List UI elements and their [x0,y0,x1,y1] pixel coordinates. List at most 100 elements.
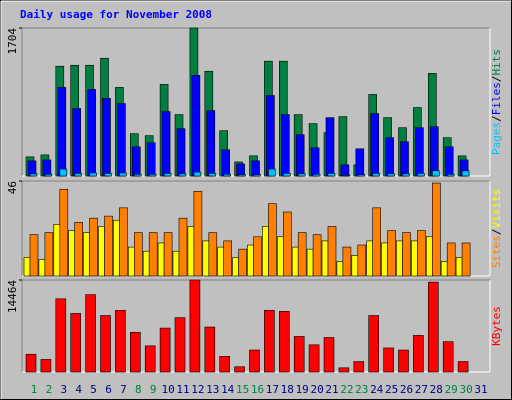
bar [417,173,425,177]
bar [208,173,217,177]
bar [178,173,187,177]
bar [413,335,424,373]
bar [400,141,409,177]
bar [385,137,394,177]
chart-title: Daily usage for November 2008 [20,8,212,21]
x-tick-label: 19 [296,383,309,396]
bar [268,168,276,177]
bar [297,173,306,177]
bar [70,313,81,373]
bar [253,236,262,277]
bar [148,173,157,177]
bar [223,173,231,177]
bar [223,240,232,277]
bar [387,173,395,177]
bar [325,117,335,177]
x-tick-label: 27 [415,383,428,396]
bar [427,281,439,373]
bar [444,146,454,177]
bar [327,226,337,277]
bar [417,230,426,277]
bar [74,173,82,177]
bar [457,361,469,373]
x-tick-label: 13 [206,383,219,396]
x-tick-label: 14 [221,383,235,396]
bar [402,232,411,277]
bar [119,172,127,177]
bar [336,261,344,277]
bar [132,146,141,177]
bar [461,170,470,177]
y-tick-label: 1704 [6,28,19,55]
bar [191,75,201,177]
x-tick-label: 5 [90,383,97,396]
bar [366,240,374,277]
bar [282,173,291,177]
bar [353,361,365,373]
bar [387,230,396,277]
bar [72,108,81,177]
bar [455,257,463,277]
bar [262,226,269,277]
bar [442,341,454,373]
x-tick-label: 28 [430,383,443,396]
bar [134,173,142,177]
legend-entry: Hits [490,49,503,76]
bar [189,279,201,373]
bar [327,173,336,177]
bar [113,219,120,277]
bar [310,147,320,177]
bar [396,240,403,277]
legend-separator: / [490,76,503,83]
x-tick-label: 2 [46,383,53,396]
legend-entry: KBytes [490,306,503,346]
plot-area [21,27,491,177]
bar [157,242,165,277]
bar [372,207,382,277]
bar [83,232,90,277]
bar [40,359,52,373]
bar [115,310,126,373]
x-tick-label: 20 [310,383,323,396]
bar [234,366,245,373]
bar [306,248,314,277]
bar [59,168,68,177]
bar [193,171,202,177]
bar [187,226,195,277]
x-tick-label: 25 [385,383,398,396]
bar [338,367,350,373]
x-tick-label: 30 [459,383,472,396]
bar [57,87,67,177]
bar [293,336,305,373]
y-tick-label: 14464 [6,280,19,313]
legend-separator: / [490,229,503,236]
bar [291,246,299,277]
bar [431,170,440,177]
bar [357,244,367,277]
x-tick-label: 12 [191,383,204,396]
bar [89,172,97,177]
bar [178,217,188,277]
bar [340,164,350,177]
bar [411,240,418,277]
bar [236,163,245,177]
bar [117,103,126,177]
bar [89,217,98,277]
bar [85,294,96,373]
bar [29,234,39,277]
bar [130,331,141,373]
bar [23,257,31,277]
bar [312,234,322,277]
bar [232,257,239,277]
bar [268,203,277,277]
x-tick-label: 9 [150,383,157,396]
bar [253,174,261,177]
bar [55,298,67,373]
bar [342,246,352,277]
bar [174,317,186,373]
bar [415,127,424,177]
bar [446,173,455,177]
x-tick-label: 15 [236,383,249,396]
legend-entry: Visits [490,189,503,229]
